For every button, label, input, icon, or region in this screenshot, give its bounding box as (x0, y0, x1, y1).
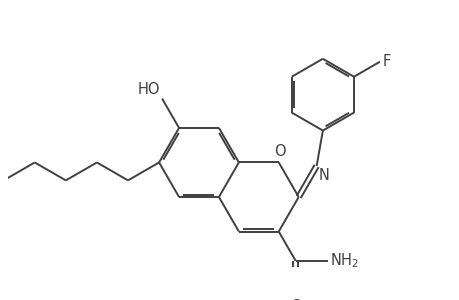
Text: N: N (318, 168, 329, 183)
Text: NH$_2$: NH$_2$ (330, 252, 358, 270)
Text: HO: HO (137, 82, 160, 97)
Text: F: F (382, 54, 390, 69)
Text: O: O (289, 299, 301, 300)
Text: O: O (273, 144, 285, 159)
